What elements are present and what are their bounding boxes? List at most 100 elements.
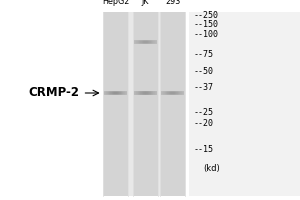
Bar	[150, 42, 151, 43]
Bar	[134, 93, 135, 94]
Bar	[153, 41, 154, 42]
Bar	[153, 42, 154, 43]
Bar	[177, 93, 178, 94]
Bar	[138, 41, 139, 42]
Bar	[144, 92, 145, 93]
Bar	[177, 94, 178, 95]
Bar	[181, 93, 182, 94]
Bar	[134, 42, 135, 43]
Bar	[113, 91, 114, 92]
Bar	[146, 94, 147, 95]
Bar	[139, 40, 140, 41]
Bar	[179, 93, 180, 94]
Bar	[172, 94, 173, 95]
Bar	[148, 91, 149, 92]
Bar	[123, 93, 124, 94]
Bar	[107, 91, 108, 92]
Bar	[106, 93, 107, 94]
Bar	[150, 40, 151, 41]
Bar	[136, 43, 137, 44]
Bar	[144, 42, 145, 43]
Bar	[117, 93, 118, 94]
Bar	[111, 93, 112, 94]
Bar	[113, 92, 114, 93]
Bar	[142, 94, 143, 95]
Bar	[105, 93, 106, 94]
Bar	[151, 94, 152, 95]
Bar	[117, 91, 118, 92]
Bar	[153, 91, 154, 92]
Bar	[154, 94, 155, 95]
Bar	[163, 92, 164, 93]
Bar	[140, 40, 141, 41]
Bar	[144, 41, 145, 42]
Bar	[119, 91, 120, 92]
Bar	[137, 93, 138, 94]
Bar	[189, 12, 300, 196]
Bar	[112, 92, 113, 93]
Bar	[143, 94, 144, 95]
Bar	[104, 94, 105, 95]
Bar	[109, 92, 110, 93]
Bar	[163, 94, 164, 95]
Bar	[136, 91, 137, 92]
Bar	[176, 94, 177, 95]
Bar	[173, 94, 174, 95]
Bar	[153, 94, 154, 95]
Bar	[165, 93, 166, 94]
Bar	[125, 93, 126, 94]
Bar	[155, 40, 156, 41]
Bar	[120, 93, 121, 94]
Bar	[147, 43, 148, 44]
Bar	[163, 91, 164, 92]
Bar	[119, 93, 120, 94]
Bar	[151, 43, 152, 44]
Bar	[138, 94, 139, 95]
Bar	[143, 43, 144, 44]
Bar	[161, 92, 162, 93]
Bar	[114, 94, 115, 95]
Bar	[111, 94, 112, 95]
Bar	[166, 92, 167, 93]
Bar	[145, 91, 146, 92]
Bar	[125, 92, 126, 93]
Bar	[145, 42, 146, 43]
Bar	[152, 90, 153, 91]
Bar	[165, 94, 166, 95]
Bar	[137, 41, 138, 42]
Bar	[156, 40, 157, 41]
Bar	[123, 92, 124, 93]
Bar	[154, 41, 155, 42]
Bar	[169, 91, 170, 92]
Bar	[161, 91, 162, 92]
Bar	[151, 90, 152, 91]
Bar	[147, 92, 148, 93]
Bar	[181, 91, 182, 92]
Bar	[155, 43, 156, 44]
Bar	[177, 91, 178, 92]
Bar	[107, 94, 108, 95]
Bar	[141, 43, 142, 44]
Bar	[119, 94, 120, 95]
Bar	[122, 92, 123, 93]
Bar	[106, 94, 107, 95]
Bar	[145, 40, 146, 41]
Bar	[151, 42, 152, 43]
Bar	[147, 41, 148, 42]
Bar	[172, 92, 173, 93]
Bar	[156, 43, 157, 44]
Bar	[152, 94, 153, 95]
Bar	[139, 41, 140, 42]
Bar	[181, 94, 182, 95]
Bar	[113, 94, 114, 95]
Bar	[146, 91, 147, 92]
Bar	[108, 92, 109, 93]
Bar	[114, 93, 115, 94]
Bar	[168, 91, 169, 92]
Bar	[161, 94, 162, 95]
Bar	[110, 94, 111, 95]
Text: CRMP-2: CRMP-2	[28, 86, 80, 99]
Bar	[146, 43, 147, 44]
Bar	[141, 91, 142, 92]
Bar	[153, 43, 154, 44]
